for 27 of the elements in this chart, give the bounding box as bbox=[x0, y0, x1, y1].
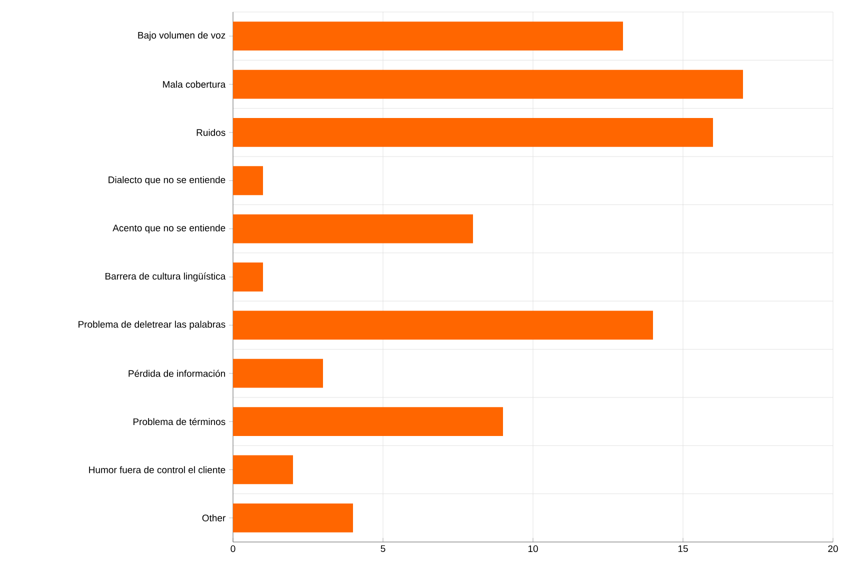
x-tick-label: 20 bbox=[828, 545, 838, 552]
y-tick-label: Ruidos bbox=[196, 128, 226, 136]
y-tick-label: Acento que no se entiende bbox=[112, 224, 226, 234]
bar bbox=[233, 455, 294, 484]
y-tick-label: Barrera de cultura lingüística bbox=[106, 272, 226, 282]
bar bbox=[233, 503, 354, 532]
y-tick-label: Humor fuera de control el cliente bbox=[89, 466, 226, 474]
bar bbox=[233, 22, 623, 51]
x-tick-label: 15 bbox=[678, 545, 688, 552]
x-tick-label: 0 bbox=[230, 545, 236, 552]
y-tick-label: Dialecto que no se entiende bbox=[108, 176, 226, 186]
y-tick-label: Mala cobertura bbox=[163, 80, 226, 88]
bar bbox=[233, 262, 264, 292]
y-tick-label: Problema de términos bbox=[133, 418, 226, 426]
bar bbox=[233, 358, 323, 388]
x-tick-label: 10 bbox=[528, 545, 538, 552]
bar bbox=[233, 118, 713, 147]
y-tick-label: Bajo volumen de voz bbox=[138, 32, 226, 41]
bar bbox=[233, 70, 743, 99]
x-tick-label: 5 bbox=[380, 545, 386, 552]
y-tick-label: Other bbox=[202, 514, 226, 522]
bar bbox=[233, 407, 503, 436]
bar bbox=[233, 166, 264, 196]
bar bbox=[233, 214, 474, 244]
bar bbox=[233, 310, 653, 340]
y-tick-label: Pérdida de información bbox=[128, 370, 225, 377]
y-tick-label: Problema de deletrear las palabras bbox=[78, 320, 226, 330]
